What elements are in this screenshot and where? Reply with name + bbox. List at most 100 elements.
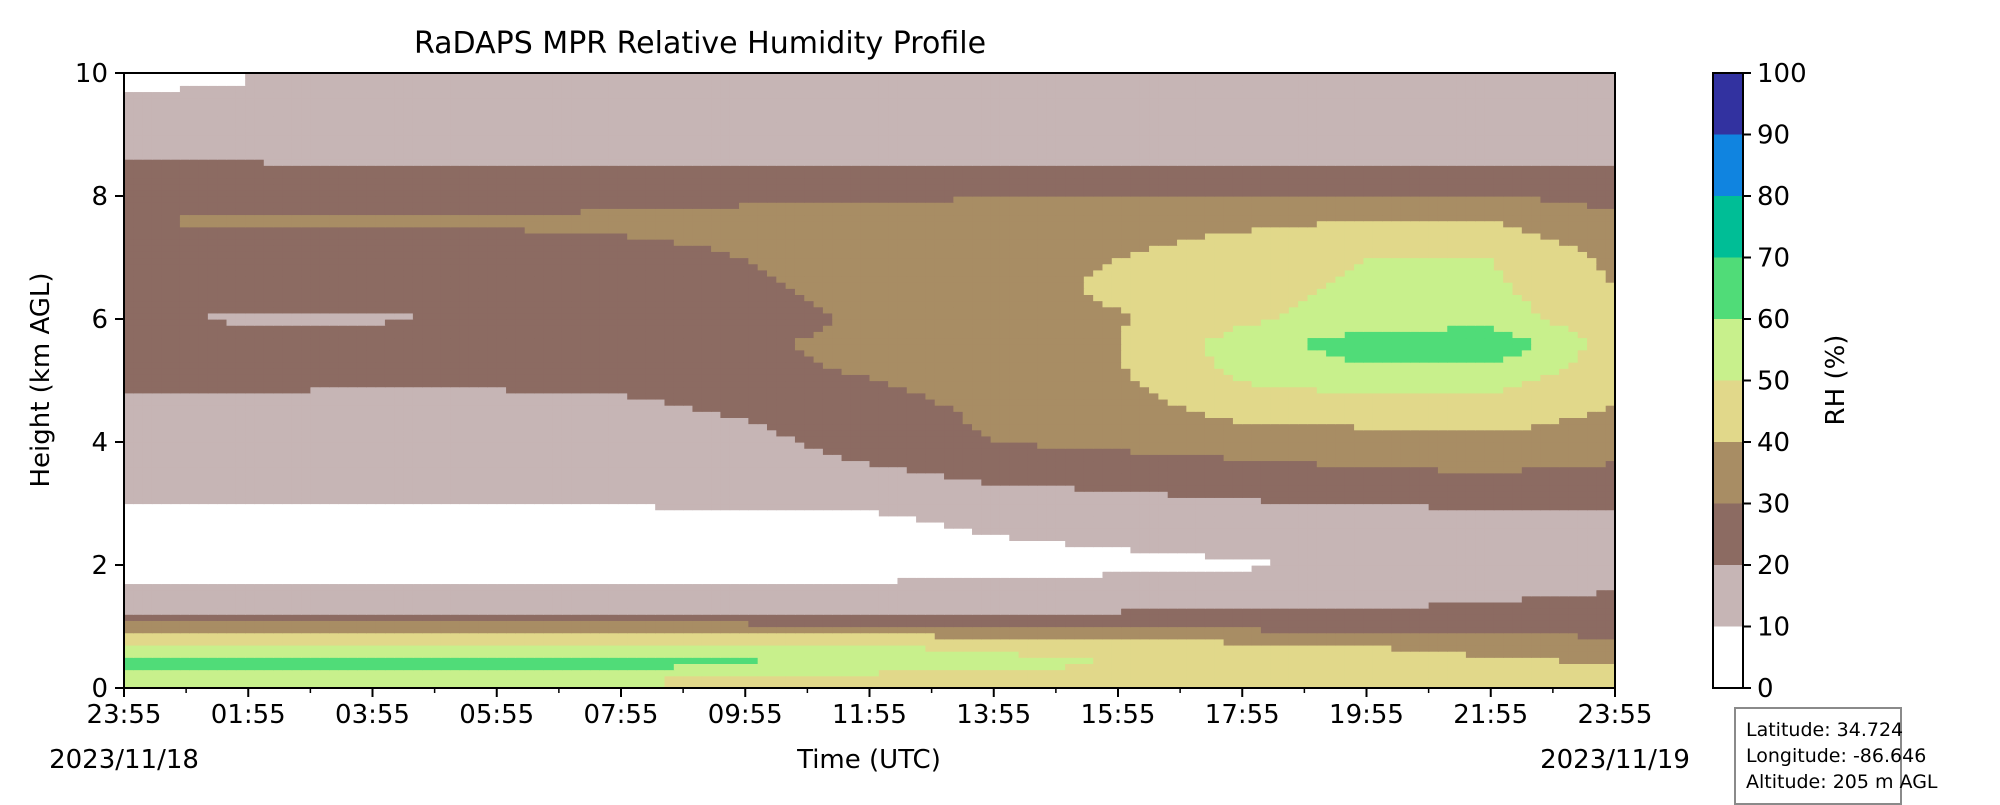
rh-cell [431,558,442,566]
rh-cell [608,638,619,646]
rh-cell [161,601,172,609]
rh-cell [692,528,703,535]
rh-cell [617,528,628,535]
rh-cell [860,614,871,621]
rh-cell [906,565,917,572]
rh-cell [422,663,433,671]
rh-cell [1279,503,1290,511]
rh-cell [301,491,311,498]
rh-cell [1354,565,1364,572]
rh-cell [1177,620,1187,628]
rh-cell [1223,528,1234,535]
rh-cell [1018,503,1029,511]
rh-cell [235,681,246,689]
rh-cell [1549,540,1560,548]
rh-cell [1428,515,1439,523]
rh-cell [1382,497,1392,505]
rh-cell [1130,651,1141,658]
rh-cell [301,509,311,517]
rh-cell [1037,601,1048,609]
rh-cell [179,540,190,548]
rh-cell [1531,626,1542,634]
rh-cell [310,583,321,591]
rh-cell [217,595,228,603]
rh-cell [860,521,871,529]
rh-cell [673,638,684,646]
rh-cell [524,558,535,566]
rh-cell [1223,681,1234,689]
rh-cell [366,632,377,640]
rh-cell [701,552,712,560]
rh-cell [1447,546,1458,554]
rh-cell [1121,546,1132,554]
rh-cell [235,552,246,560]
rh-cell [543,552,554,560]
rh-cell [1055,669,1066,677]
rh-cell [375,552,386,560]
rh-cell [124,503,134,511]
rh-cell [133,601,144,609]
rh-cell [1540,589,1551,597]
rh-cell [739,583,749,591]
rh-cell [170,491,181,498]
rh-cell [1055,681,1066,689]
rh-cell [673,626,684,634]
rh-cell [1456,644,1467,652]
rh-cell [1307,503,1318,511]
rh-cell [356,626,367,634]
rh-cell [729,534,740,541]
rh-cell [729,528,740,535]
rh-cell [1093,620,1104,628]
rh-cell [1316,651,1327,658]
rh-cell [832,577,843,585]
rh-cell [329,571,339,578]
rh-cell [515,644,526,652]
rh-cell [524,626,535,634]
rh-cell [310,491,321,498]
rh-cell [161,571,172,578]
rh-cell [962,515,973,523]
rh-cell [170,558,181,566]
rh-cell [179,546,190,554]
rh-cell [1568,638,1579,646]
rh-cell [748,608,759,615]
rh-cell [692,644,703,652]
rh-cell [785,558,796,566]
rh-cell [1428,663,1439,671]
rh-cell [645,583,656,591]
rh-cell [1177,509,1187,517]
rh-cell [1186,651,1197,658]
rh-cell [1018,638,1029,646]
rh-cell [1204,675,1215,683]
rh-cell [1391,528,1402,535]
rh-cell [1503,595,1514,603]
rh-cell [1037,589,1048,597]
rh-cell [888,614,899,621]
rh-cell [897,644,908,652]
rh-cell [1521,509,1532,517]
rh-cell [1214,509,1225,517]
rh-cell [608,675,619,683]
rh-cell [1139,620,1150,628]
rh-cell [1009,601,1020,609]
rh-cell [878,546,889,554]
rh-cell [878,583,889,591]
rh-cell [1298,577,1309,585]
rh-cell [1270,546,1281,554]
rh-cell [1149,638,1159,646]
rh-cell [1055,663,1066,671]
rh-cell [1577,528,1588,535]
rh-cell [944,681,954,689]
rh-cell [776,608,787,615]
rh-cell [580,626,591,634]
rh-cell [534,638,544,646]
rh-cell [1372,583,1383,591]
rh-cell [245,583,256,591]
rh-cell [1009,577,1020,585]
rh-cell [226,546,237,554]
rh-cell [1055,503,1066,511]
rh-cell [496,534,507,541]
rh-cell [1232,632,1243,640]
rh-cell [403,651,414,658]
rh-cell [1158,644,1169,652]
